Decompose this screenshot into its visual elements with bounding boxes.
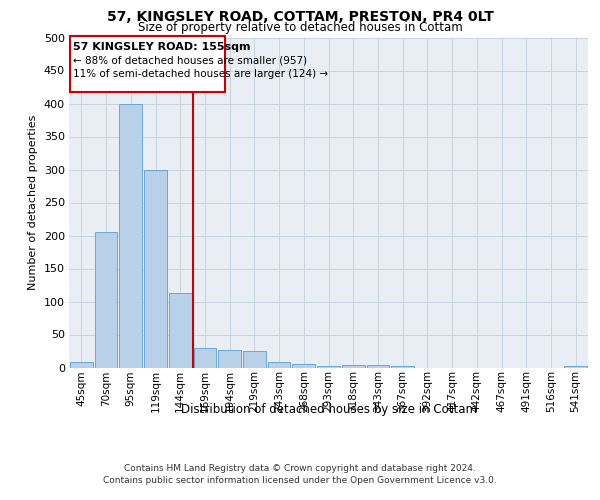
Text: Size of property relative to detached houses in Cottam: Size of property relative to detached ho…	[137, 22, 463, 35]
Bar	[119, 104, 142, 368]
Y-axis label: Number of detached properties: Number of detached properties	[28, 115, 38, 290]
Bar	[391, 366, 414, 368]
FancyBboxPatch shape	[70, 36, 224, 92]
Bar	[70, 362, 93, 368]
Bar	[268, 362, 290, 368]
Bar	[317, 366, 340, 368]
Text: 57 KINGSLEY ROAD: 155sqm: 57 KINGSLEY ROAD: 155sqm	[73, 42, 251, 52]
Bar	[564, 366, 587, 368]
Bar	[194, 348, 216, 368]
Bar	[218, 350, 241, 368]
Bar	[367, 365, 389, 368]
Text: 11% of semi-detached houses are larger (124) →: 11% of semi-detached houses are larger (…	[73, 69, 328, 79]
Text: 57, KINGSLEY ROAD, COTTAM, PRESTON, PR4 0LT: 57, KINGSLEY ROAD, COTTAM, PRESTON, PR4 …	[107, 10, 493, 24]
Text: Distribution of detached houses by size in Cottam: Distribution of detached houses by size …	[181, 402, 477, 415]
Text: Contains HM Land Registry data © Crown copyright and database right 2024.: Contains HM Land Registry data © Crown c…	[124, 464, 476, 473]
Bar	[243, 351, 266, 368]
Bar	[292, 364, 315, 368]
Bar	[169, 293, 191, 368]
Text: Contains public sector information licensed under the Open Government Licence v3: Contains public sector information licen…	[103, 476, 497, 485]
Bar	[95, 232, 118, 368]
Text: ← 88% of detached houses are smaller (957): ← 88% of detached houses are smaller (95…	[73, 56, 307, 66]
Bar	[342, 365, 365, 368]
Bar	[144, 170, 167, 368]
